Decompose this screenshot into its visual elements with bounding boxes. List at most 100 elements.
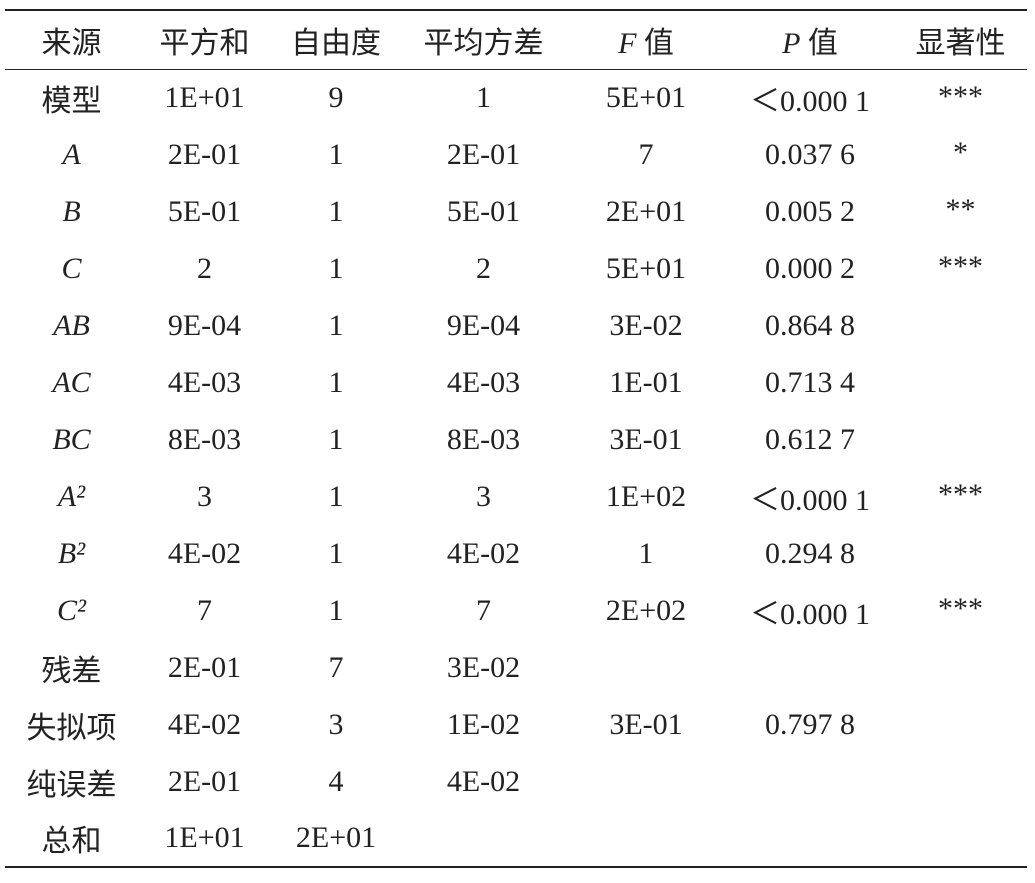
value-cell — [894, 696, 1027, 753]
value-cell: * — [953, 136, 968, 169]
value-cell: 1E-02 — [446, 707, 521, 741]
value-cell: 5E-01 — [167, 194, 242, 228]
value-cell: 9E-04 — [446, 308, 521, 342]
header-cell: 显著性 — [915, 26, 1006, 60]
value-cell: 2E-01 — [167, 137, 242, 171]
value-cell: 3E-01 — [609, 707, 683, 741]
header-cell: 来源 — [41, 26, 102, 60]
value-cell: 4E-02 — [167, 707, 242, 741]
source-cell: AB — [53, 308, 90, 342]
value-cell: 0.612 7 — [765, 422, 855, 456]
value-cell: 0.037 6 — [765, 137, 855, 171]
value-cell: 1E+01 — [164, 80, 245, 114]
value-cell: 7 — [197, 593, 212, 627]
value-cell: *** — [938, 250, 983, 283]
value-cell: 2E-01 — [167, 764, 242, 798]
value-cell: 4E-02 — [446, 536, 521, 570]
value-cell: 4E-03 — [167, 365, 242, 399]
table-row: 模型 1E+01 9 1 5E+01 ＜0.000 1 *** — [5, 69, 1027, 126]
value-cell — [894, 753, 1027, 810]
value-cell — [726, 639, 894, 696]
table-body: 模型 1E+01 9 1 5E+01 ＜0.000 1 *** A 2E-01 1 2E-01 7 0.… — [5, 69, 1027, 867]
source-cell: BC — [52, 422, 91, 456]
table-row: B² 4E-02 1 4E-02 1 0.294 8 — [5, 525, 1027, 582]
source-cell: 残差 — [41, 654, 102, 688]
value-cell: 1 — [328, 536, 344, 570]
table-row: A² 3 1 3 1E+02 ＜0.000 1 *** — [5, 468, 1027, 525]
value-cell: 0.713 4 — [765, 365, 855, 399]
value-cell: 4E-03 — [446, 365, 521, 399]
value-cell: 0.864 8 — [765, 308, 855, 342]
value-cell — [726, 810, 894, 867]
table-row: B 5E-01 1 5E-01 2E+01 0.005 2 ** — [5, 183, 1027, 240]
value-cell: ＜0.000 1 — [750, 483, 870, 517]
value-cell: 1E+01 — [164, 821, 245, 854]
value-cell: 3 — [197, 479, 212, 513]
table-row: BC 8E-03 1 8E-03 3E-01 0.612 7 — [5, 411, 1027, 468]
header-cell: P 值 — [782, 26, 838, 60]
table-row: AC 4E-03 1 4E-03 1E-01 0.713 4 — [5, 354, 1027, 411]
value-cell: 4E-02 — [446, 764, 521, 798]
value-cell: 1 — [328, 308, 344, 342]
value-cell: 1 — [328, 365, 344, 399]
value-cell: *** — [938, 592, 983, 625]
value-cell: 8E-03 — [446, 422, 521, 456]
value-cell — [566, 753, 726, 810]
header-cell: 平均方差 — [423, 26, 544, 60]
value-cell: 1 — [476, 80, 491, 114]
value-cell: 9 — [328, 80, 344, 114]
value-cell: 1E+02 — [605, 479, 687, 513]
source-cell: B — [62, 194, 81, 228]
value-cell — [894, 639, 1027, 696]
source-cell: 纯误差 — [26, 768, 117, 802]
value-cell: 7 — [328, 650, 344, 684]
value-cell — [894, 810, 1027, 867]
table-header: 来源 平方和 自由度 平均方差 F 值 P 值 显著性 — [5, 10, 1027, 69]
value-cell: 0.005 2 — [765, 194, 855, 228]
value-cell: ＜0.000 1 — [750, 597, 870, 631]
value-cell: 0.797 8 — [765, 707, 855, 741]
value-cell: 2E-01 — [446, 137, 521, 171]
value-cell: 3 — [328, 707, 344, 741]
value-cell: 3 — [476, 479, 491, 513]
value-cell — [894, 525, 1027, 582]
value-cell: 1 — [638, 536, 654, 570]
value-cell: 4 — [328, 764, 344, 798]
value-cell: 4E-02 — [167, 536, 242, 570]
value-cell: ** — [945, 193, 976, 226]
source-cell: A² — [57, 479, 86, 513]
value-cell: *** — [938, 79, 983, 113]
value-cell: 5E+01 — [605, 251, 687, 285]
value-cell: ＜0.000 1 — [750, 84, 870, 118]
value-cell: 2 — [197, 251, 212, 285]
value-cell: 1E-01 — [609, 365, 683, 399]
table-row: C 2 1 2 5E+01 0.000 2 *** — [5, 240, 1027, 297]
source-cell: AC — [52, 365, 91, 399]
value-cell: 7 — [476, 593, 491, 627]
source-cell: A — [62, 137, 81, 171]
table-row: A 2E-01 1 2E-01 7 0.037 6 * — [5, 126, 1027, 183]
value-cell — [894, 297, 1027, 354]
value-cell: 3E-01 — [609, 422, 683, 456]
value-cell — [894, 354, 1027, 411]
anova-table: 来源 平方和 自由度 平均方差 F 值 P 值 显著性 模型 1E+01 9 1 5E+01 ＜0.0… — [5, 9, 1027, 868]
value-cell — [566, 810, 726, 867]
value-cell: 8E-03 — [167, 422, 242, 456]
value-cell — [566, 639, 726, 696]
value-cell — [401, 810, 566, 867]
value-cell: 1 — [328, 251, 344, 285]
value-cell: 2E-01 — [167, 650, 242, 684]
value-cell: 3E-02 — [609, 308, 683, 342]
header-cell: F 值 — [618, 26, 674, 60]
table-row: 总和 1E+01 2E+01 — [5, 810, 1027, 867]
header-cell: 自由度 — [291, 26, 381, 60]
source-cell: 失拟项 — [26, 711, 117, 745]
value-cell: 5E-01 — [446, 194, 521, 228]
value-cell: 7 — [638, 137, 654, 171]
value-cell: 1 — [328, 194, 344, 228]
header-row: 来源 平方和 自由度 平均方差 F 值 P 值 显著性 — [5, 10, 1027, 69]
table-row: 残差 2E-01 7 3E-02 — [5, 639, 1027, 696]
value-cell: 2 — [476, 251, 491, 285]
value-cell: 1 — [328, 422, 344, 456]
